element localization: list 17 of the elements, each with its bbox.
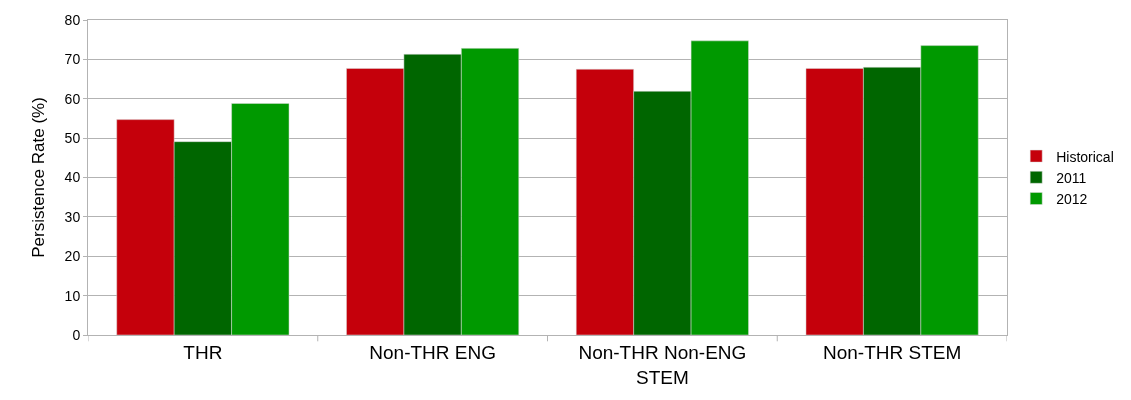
y-tick-label: 60 — [64, 90, 81, 107]
y-tick-label: 20 — [64, 248, 81, 265]
y-tick-label: 50 — [64, 130, 81, 147]
legend-label: 2011 — [1056, 169, 1087, 186]
x-tick-label: Non-THR ENG — [369, 341, 496, 363]
y-tick-label: 0 — [72, 326, 81, 343]
y-tick-label: 30 — [64, 208, 81, 225]
x-tick-label: Non-THR Non-ENG STEM — [578, 341, 747, 388]
x-tick-label: THR — [183, 341, 223, 363]
legend-label: 2012 — [1056, 190, 1088, 207]
y-tick-label: 10 — [64, 287, 81, 304]
y-tick-label: 70 — [64, 51, 81, 68]
x-tick-label: Non-THR STEM — [822, 341, 962, 363]
legend-label: Historical — [1056, 148, 1114, 165]
y-tick-label: 40 — [64, 169, 81, 186]
y-axis-title: Persistence Rate (%) — [29, 97, 49, 258]
y-tick-label: 80 — [64, 11, 81, 28]
